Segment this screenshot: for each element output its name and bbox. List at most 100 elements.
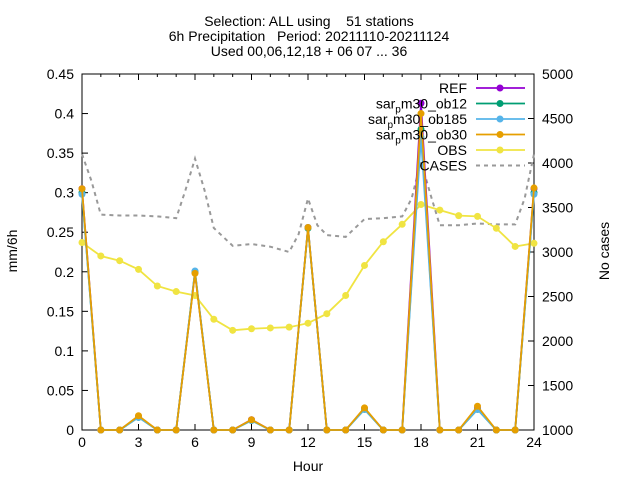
data-point-sar-pm30-sob30 xyxy=(135,412,142,420)
data-point-obs xyxy=(379,238,387,246)
data-point-sar-pm30-sob30 xyxy=(511,426,519,434)
legend-marker-sar-pm30-ob185 xyxy=(496,115,504,123)
title-line-2: 6h Precipitation Period: 20211110-202111… xyxy=(169,28,450,44)
data-point-sar-pm30-sob30 xyxy=(285,426,293,434)
data-point-sar-pm30-sob30 xyxy=(361,404,368,412)
y-tick-label: 0.2 xyxy=(55,264,75,280)
title-line-3: Used 00,06,12,18 + 06 07 ... 36 xyxy=(211,43,408,59)
x-tick-label: 9 xyxy=(248,434,256,450)
data-point-obs xyxy=(266,324,274,332)
data-point-sar-pm30-sob30 xyxy=(417,110,425,118)
y-tick-label: 0.3 xyxy=(55,185,75,201)
x-tick-label: 12 xyxy=(300,434,316,450)
y-tick-label: 0.45 xyxy=(47,66,74,82)
data-point-sar-pm30-sob30 xyxy=(116,426,124,434)
data-point-obs xyxy=(229,326,237,334)
data-point-obs xyxy=(474,212,481,220)
x-tick-label: 6 xyxy=(191,434,199,450)
data-point-sar-pm30-sob30 xyxy=(379,426,387,434)
x-axis-label: Hour xyxy=(293,458,324,474)
data-point-obs xyxy=(97,252,105,260)
x-tick-label: 21 xyxy=(470,434,486,450)
y2-tick-label: 2500 xyxy=(542,289,573,305)
y-axis-label: mm/6h xyxy=(4,230,20,273)
legend-label-cases: CASES xyxy=(420,158,467,174)
data-point-sar-pm30-sob30 xyxy=(172,426,180,434)
legend-label-sar-pm30-ob185: sarpm30_ob185 xyxy=(368,111,467,131)
data-point-sar-pm30-sob30 xyxy=(455,426,463,434)
y2-tick-label: 4000 xyxy=(542,155,573,171)
data-point-ref xyxy=(417,99,425,107)
data-point-sar-pm30-sob30 xyxy=(436,426,444,434)
title-line-1: Selection: ALL using 51 stations xyxy=(204,13,414,29)
y-tick-label: 0 xyxy=(66,422,74,438)
data-point-obs xyxy=(116,257,124,265)
legend-label-obs: OBS xyxy=(437,142,467,158)
data-point-sar-pm30-sob30 xyxy=(323,426,331,434)
legend-label-ref: REF xyxy=(439,80,467,96)
y2-tick-label: 1500 xyxy=(542,378,573,394)
data-point-sar-pm30-sob30 xyxy=(266,426,274,434)
data-point-sar-pm30-sob30 xyxy=(342,426,350,434)
x-tick-label: 18 xyxy=(413,434,429,450)
data-point-sar-pm30-sob30 xyxy=(398,426,406,434)
data-point-obs xyxy=(78,239,86,247)
data-point-sar-pm30-sob30 xyxy=(229,426,237,434)
data-point-obs xyxy=(436,206,444,214)
data-point-obs xyxy=(323,310,331,318)
legend-marker-sar-pm30-sob30 xyxy=(496,131,504,138)
y-tick-label: 0.25 xyxy=(47,224,74,240)
data-point-sar-pm30-sob30 xyxy=(78,185,86,193)
data-point-obs xyxy=(248,325,255,333)
legend-marker-ref xyxy=(496,84,504,92)
data-point-sar-pm30-sob30 xyxy=(153,426,161,434)
chart-title: Selection: ALL using 51 stations 6h Prec… xyxy=(169,13,450,59)
y2-tick-label: 3500 xyxy=(542,200,573,216)
series-line-sar-pm30-ob185 xyxy=(81,137,535,431)
y2-axis-label: No cases xyxy=(596,222,612,280)
data-point-sar-pm30-sob30 xyxy=(191,269,199,277)
x-tick-label: 0 xyxy=(78,434,86,450)
y-tick-label: 0.05 xyxy=(47,382,74,398)
y2-tick-label: 3000 xyxy=(542,244,573,260)
legend-marker-sar-pm30-sob12 xyxy=(496,100,504,107)
data-point-sar-pm30-sob30 xyxy=(530,184,538,192)
x-tick-label: 15 xyxy=(357,434,373,450)
data-point-obs xyxy=(530,239,538,247)
data-point-sar-pm30-sob30 xyxy=(304,223,312,231)
legend-label-sar-pm30-sob12: sarpm30_ob12 xyxy=(376,96,467,116)
data-point-obs xyxy=(210,315,218,323)
data-point-obs xyxy=(398,220,406,228)
y-tick-label: 0.1 xyxy=(55,343,75,359)
y2-tick-label: 4500 xyxy=(542,111,573,127)
data-point-obs xyxy=(511,242,519,250)
legend-marker-obs xyxy=(496,146,504,154)
data-point-obs xyxy=(361,261,368,269)
data-point-obs xyxy=(304,319,312,327)
y2-tick-label: 5000 xyxy=(542,66,573,82)
x-tick-label: 3 xyxy=(135,434,143,450)
data-point-obs xyxy=(135,265,142,273)
series-line-obs xyxy=(81,203,535,332)
plot-area: 0 3 6 9 12 15 18 21 24 0 0.05 0.1 0.15 0.2 0.25 0.3 0.35… xyxy=(47,66,574,450)
data-point-sar-pm30-sob30 xyxy=(492,426,500,434)
data-point-obs xyxy=(492,224,500,232)
data-point-sar-pm30-sob30 xyxy=(474,402,481,410)
y-tick-label: 0.15 xyxy=(47,303,74,319)
data-point-obs xyxy=(285,323,293,331)
y2-tick-label: 1000 xyxy=(542,422,573,438)
data-point-sar-pm30-sob30 xyxy=(248,416,255,424)
legend-label-sar-pm30-sob30: sarpm30_ob30 xyxy=(376,127,467,147)
y2-tick-label: 2000 xyxy=(542,333,573,349)
data-point-obs xyxy=(455,212,463,220)
data-point-sar-pm30-sob30 xyxy=(210,426,218,434)
data-point-sar-pm30-sob30 xyxy=(97,426,105,434)
data-point-obs xyxy=(342,292,350,300)
y-tick-label: 0.4 xyxy=(55,106,75,122)
y-tick-label: 0.35 xyxy=(47,145,74,161)
x-tick-label: 24 xyxy=(526,434,542,450)
data-point-obs xyxy=(172,288,180,296)
data-point-obs xyxy=(153,282,161,290)
data-point-obs xyxy=(417,201,425,209)
